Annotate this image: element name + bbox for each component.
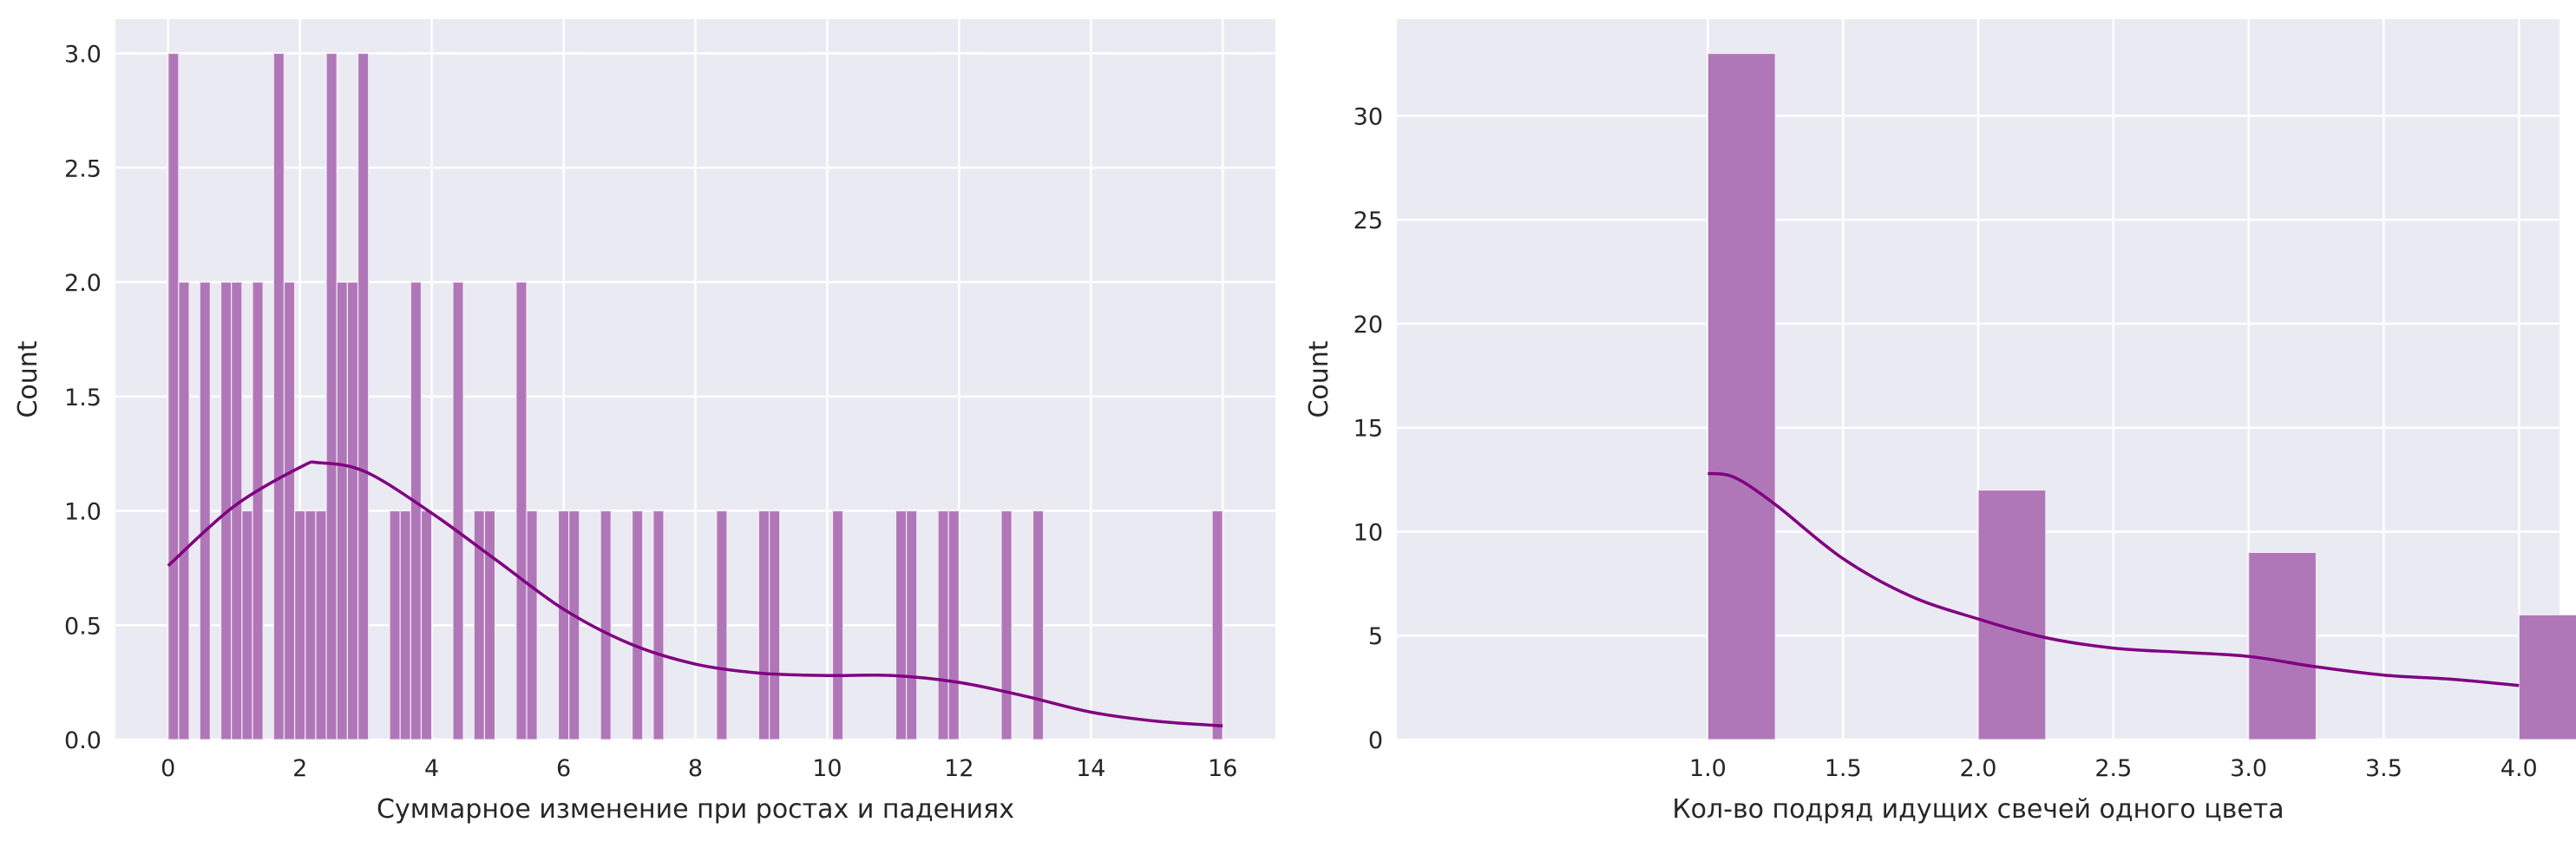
histogram-bar [283, 281, 296, 740]
y-tick-label: 10 [1354, 519, 1383, 546]
x-axis-label: Кол-во подряд идущих свечей одного цвета [1672, 794, 2284, 825]
histogram-bar [199, 281, 211, 740]
left-histogram-panel: 0 2 4 6 8 10 12 14 16 0.0 0.5 1.0 1.5 2.0 2.5 3.0 Суммар… [13, 19, 1275, 825]
y-tick-label: 30 [1354, 103, 1383, 130]
x-tick-label: 4 [424, 755, 439, 782]
x-tick-label: 14 [1076, 755, 1105, 782]
histogram-bar [1211, 510, 1223, 740]
histogram-bar [1977, 489, 2047, 740]
y-tick-label: 0 [1368, 727, 1383, 754]
histogram-bar [389, 510, 401, 740]
y-tick-label: 0.0 [64, 727, 102, 754]
x-tick-label: 1.5 [1825, 755, 1862, 782]
histogram-bar [568, 510, 580, 740]
histogram-bar [346, 281, 359, 740]
y-tick-label: 3.0 [64, 42, 102, 69]
histogram-bar [272, 52, 285, 740]
histogram-bar [452, 281, 464, 740]
x-tick-label: 1.0 [1689, 755, 1727, 782]
x-tick-label: 3.0 [2230, 755, 2267, 782]
histogram-bar [937, 510, 949, 740]
x-tick-label: 0 [161, 755, 175, 782]
x-tick-label: 6 [556, 755, 571, 782]
histogram-bar [483, 510, 496, 740]
y-tick-label: 2.5 [64, 155, 102, 182]
y-tick-label: 2.0 [64, 270, 102, 297]
histogram-bar [652, 510, 665, 740]
histogram-bar [1707, 52, 1776, 740]
histogram-bar [1000, 510, 1013, 740]
kde-curve [167, 460, 1223, 727]
histogram-bar [600, 510, 612, 740]
histogram-bar [231, 281, 243, 740]
histogram-bar [757, 510, 770, 740]
histogram-bar [410, 281, 423, 740]
histogram-bar [515, 281, 528, 740]
histogram-bar [167, 52, 180, 740]
x-tick-label: 8 [688, 755, 703, 782]
y-tick-label: 5 [1368, 623, 1383, 650]
x-tick-label: 10 [812, 755, 842, 782]
histogram-bar [526, 510, 538, 740]
y-tick-label: 1.0 [64, 499, 102, 526]
histogram-bar [716, 510, 728, 740]
histogram-bar [305, 510, 317, 740]
x-tick-label: 12 [944, 755, 973, 782]
histogram-bar [178, 281, 190, 740]
y-axis-label: Count [13, 340, 43, 418]
histogram-bar [1032, 510, 1045, 740]
histogram-bar [947, 510, 960, 740]
kde-curve [1708, 471, 2520, 687]
histogram-bar [768, 510, 781, 740]
y-tick-label: 20 [1354, 312, 1383, 339]
histogram-bar [336, 281, 348, 740]
histogram-bar [831, 510, 844, 740]
histogram-bar [294, 510, 306, 740]
histogram-bar [357, 52, 370, 740]
histogram-bar [420, 510, 433, 740]
y-tick-label: 0.5 [64, 613, 102, 640]
x-tick-label: 2.5 [2094, 755, 2132, 782]
histogram-bar [905, 510, 918, 740]
y-tick-label: 1.5 [64, 385, 102, 411]
histogram-bar [557, 510, 570, 740]
histogram-bar [325, 52, 338, 740]
x-tick-label: 2 [292, 755, 307, 782]
histogram-bar [252, 281, 264, 740]
y-tick-label: 25 [1354, 207, 1383, 234]
histogram-bar [315, 510, 327, 740]
x-axis-label: Суммарное изменение при ростах и падения… [377, 794, 1014, 825]
histogram-bar [2248, 551, 2317, 740]
y-tick-label: 15 [1354, 416, 1383, 443]
right-histogram-panel: 1.0 1.5 2.0 2.5 3.0 3.5 4.0 0 5 10 15 20 25 30 Кол-во … [1304, 19, 2576, 825]
x-tick-label: 16 [1208, 755, 1237, 782]
histogram-bar [241, 510, 253, 740]
x-tick-label: 3.5 [2365, 755, 2402, 782]
histogram-bar [2518, 614, 2576, 740]
histogram-bar [399, 510, 411, 740]
histogram-bar [895, 510, 908, 740]
x-tick-label: 2.0 [1960, 755, 1997, 782]
histogram-bar [631, 510, 644, 740]
x-tick-label: 4.0 [2501, 755, 2538, 782]
y-axis-label: Count [1304, 340, 1334, 418]
